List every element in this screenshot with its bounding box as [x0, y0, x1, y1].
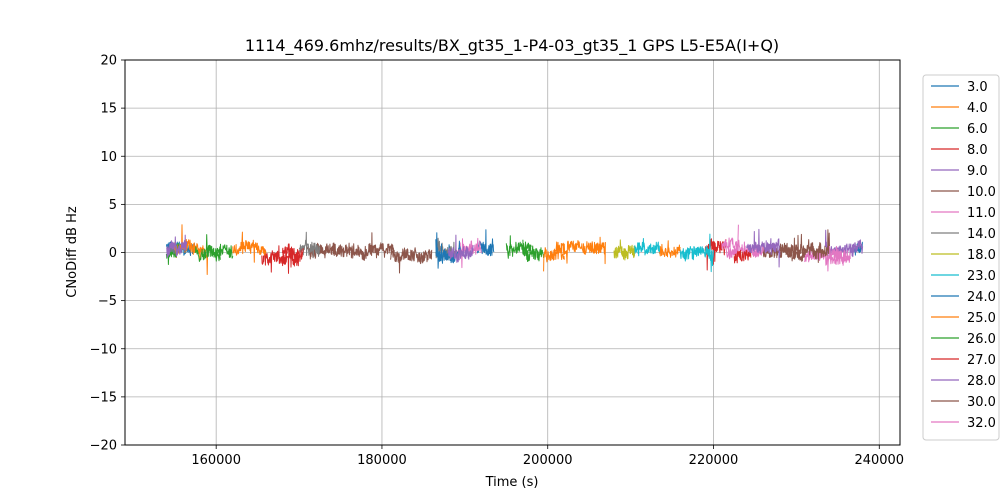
series-line-32.0	[829, 245, 851, 265]
x-axis-label: Time (s)	[485, 475, 539, 490]
x-tick-label: 220000	[689, 453, 739, 468]
axis-ticks: 160000 180000 200000 220000 240000 −20 −15 −10 −…	[90, 54, 905, 469]
series-line-28.0	[447, 234, 474, 263]
y-tick-label: 0	[109, 246, 117, 261]
series-line-25.0	[659, 240, 681, 258]
legend-entry-label: 24.0	[967, 290, 996, 305]
x-tick-label: 240000	[854, 453, 904, 468]
legend-entry-label: 28.0	[967, 374, 996, 389]
series-line-27.0	[733, 248, 752, 264]
series-line-23.0	[634, 238, 661, 257]
series-line-6.0	[522, 239, 545, 262]
x-tick-label: 160000	[191, 453, 241, 468]
series-line-30.0	[340, 232, 395, 261]
series-line-25.0	[543, 247, 565, 272]
legend-entry-label: 6.0	[967, 122, 988, 137]
series-line-30.0	[779, 229, 830, 263]
legend-entry-label: 10.0	[967, 185, 996, 200]
x-tick-label: 180000	[357, 453, 407, 468]
legend-entry-label: 32.0	[967, 416, 996, 431]
y-tick-label: −20	[90, 439, 117, 454]
series-line-4.0	[555, 236, 607, 265]
series-line-9.0	[165, 234, 188, 258]
legend-entry-label: 23.0	[967, 269, 996, 284]
legend-entry-label: 11.0	[967, 206, 996, 221]
y-tick-label: −10	[90, 342, 117, 357]
series-line-14.0	[298, 231, 321, 259]
legend-box	[922, 74, 1000, 441]
legend-entry-label: 27.0	[967, 353, 996, 368]
legend-entry-label: 8.0	[967, 143, 988, 158]
series-line-18.0	[613, 239, 636, 261]
series-line-28.0	[746, 228, 781, 268]
y-tick-label: −5	[98, 294, 117, 309]
legend-entry-label: 9.0	[967, 164, 988, 179]
legend: 3.0 4.0 6.0 8.0 9.0 10.0 11.0 14.0 18.0 23.0 24.0 2…	[922, 74, 1000, 441]
y-tick-label: 20	[100, 54, 117, 69]
series-line-26.0	[505, 235, 532, 259]
legend-entry-label: 26.0	[967, 332, 996, 347]
legend-entry-label: 25.0	[967, 311, 996, 326]
series-line-32.0	[721, 224, 739, 251]
series-line-27.0	[282, 243, 304, 268]
series-line-23.0	[679, 233, 714, 273]
legend-entry-label: 14.0	[967, 227, 996, 242]
legend-entry-label: 30.0	[967, 395, 996, 410]
y-tick-label: −15	[90, 390, 117, 405]
series-line-25.0	[232, 231, 267, 263]
legend-entry-label: 4.0	[967, 101, 988, 116]
plot-series	[165, 224, 864, 275]
y-tick-label: 15	[100, 102, 117, 117]
series-line-6.0	[215, 243, 234, 259]
y-tick-label: 5	[109, 198, 117, 213]
legend-entry-label: 18.0	[967, 248, 996, 263]
series-line-26.0	[195, 234, 221, 262]
chart-title: 1114_469.6mhz/results/BX_gt35_1-P4-03_gt…	[245, 36, 779, 56]
series-line-24.0	[485, 229, 495, 257]
series-line-10.0	[390, 247, 433, 274]
y-axis-label: CNoDiff dB Hz	[65, 206, 80, 298]
x-tick-label: 200000	[523, 453, 573, 468]
y-tick-label: 10	[100, 150, 117, 165]
legend-entry-label: 3.0	[967, 80, 988, 95]
